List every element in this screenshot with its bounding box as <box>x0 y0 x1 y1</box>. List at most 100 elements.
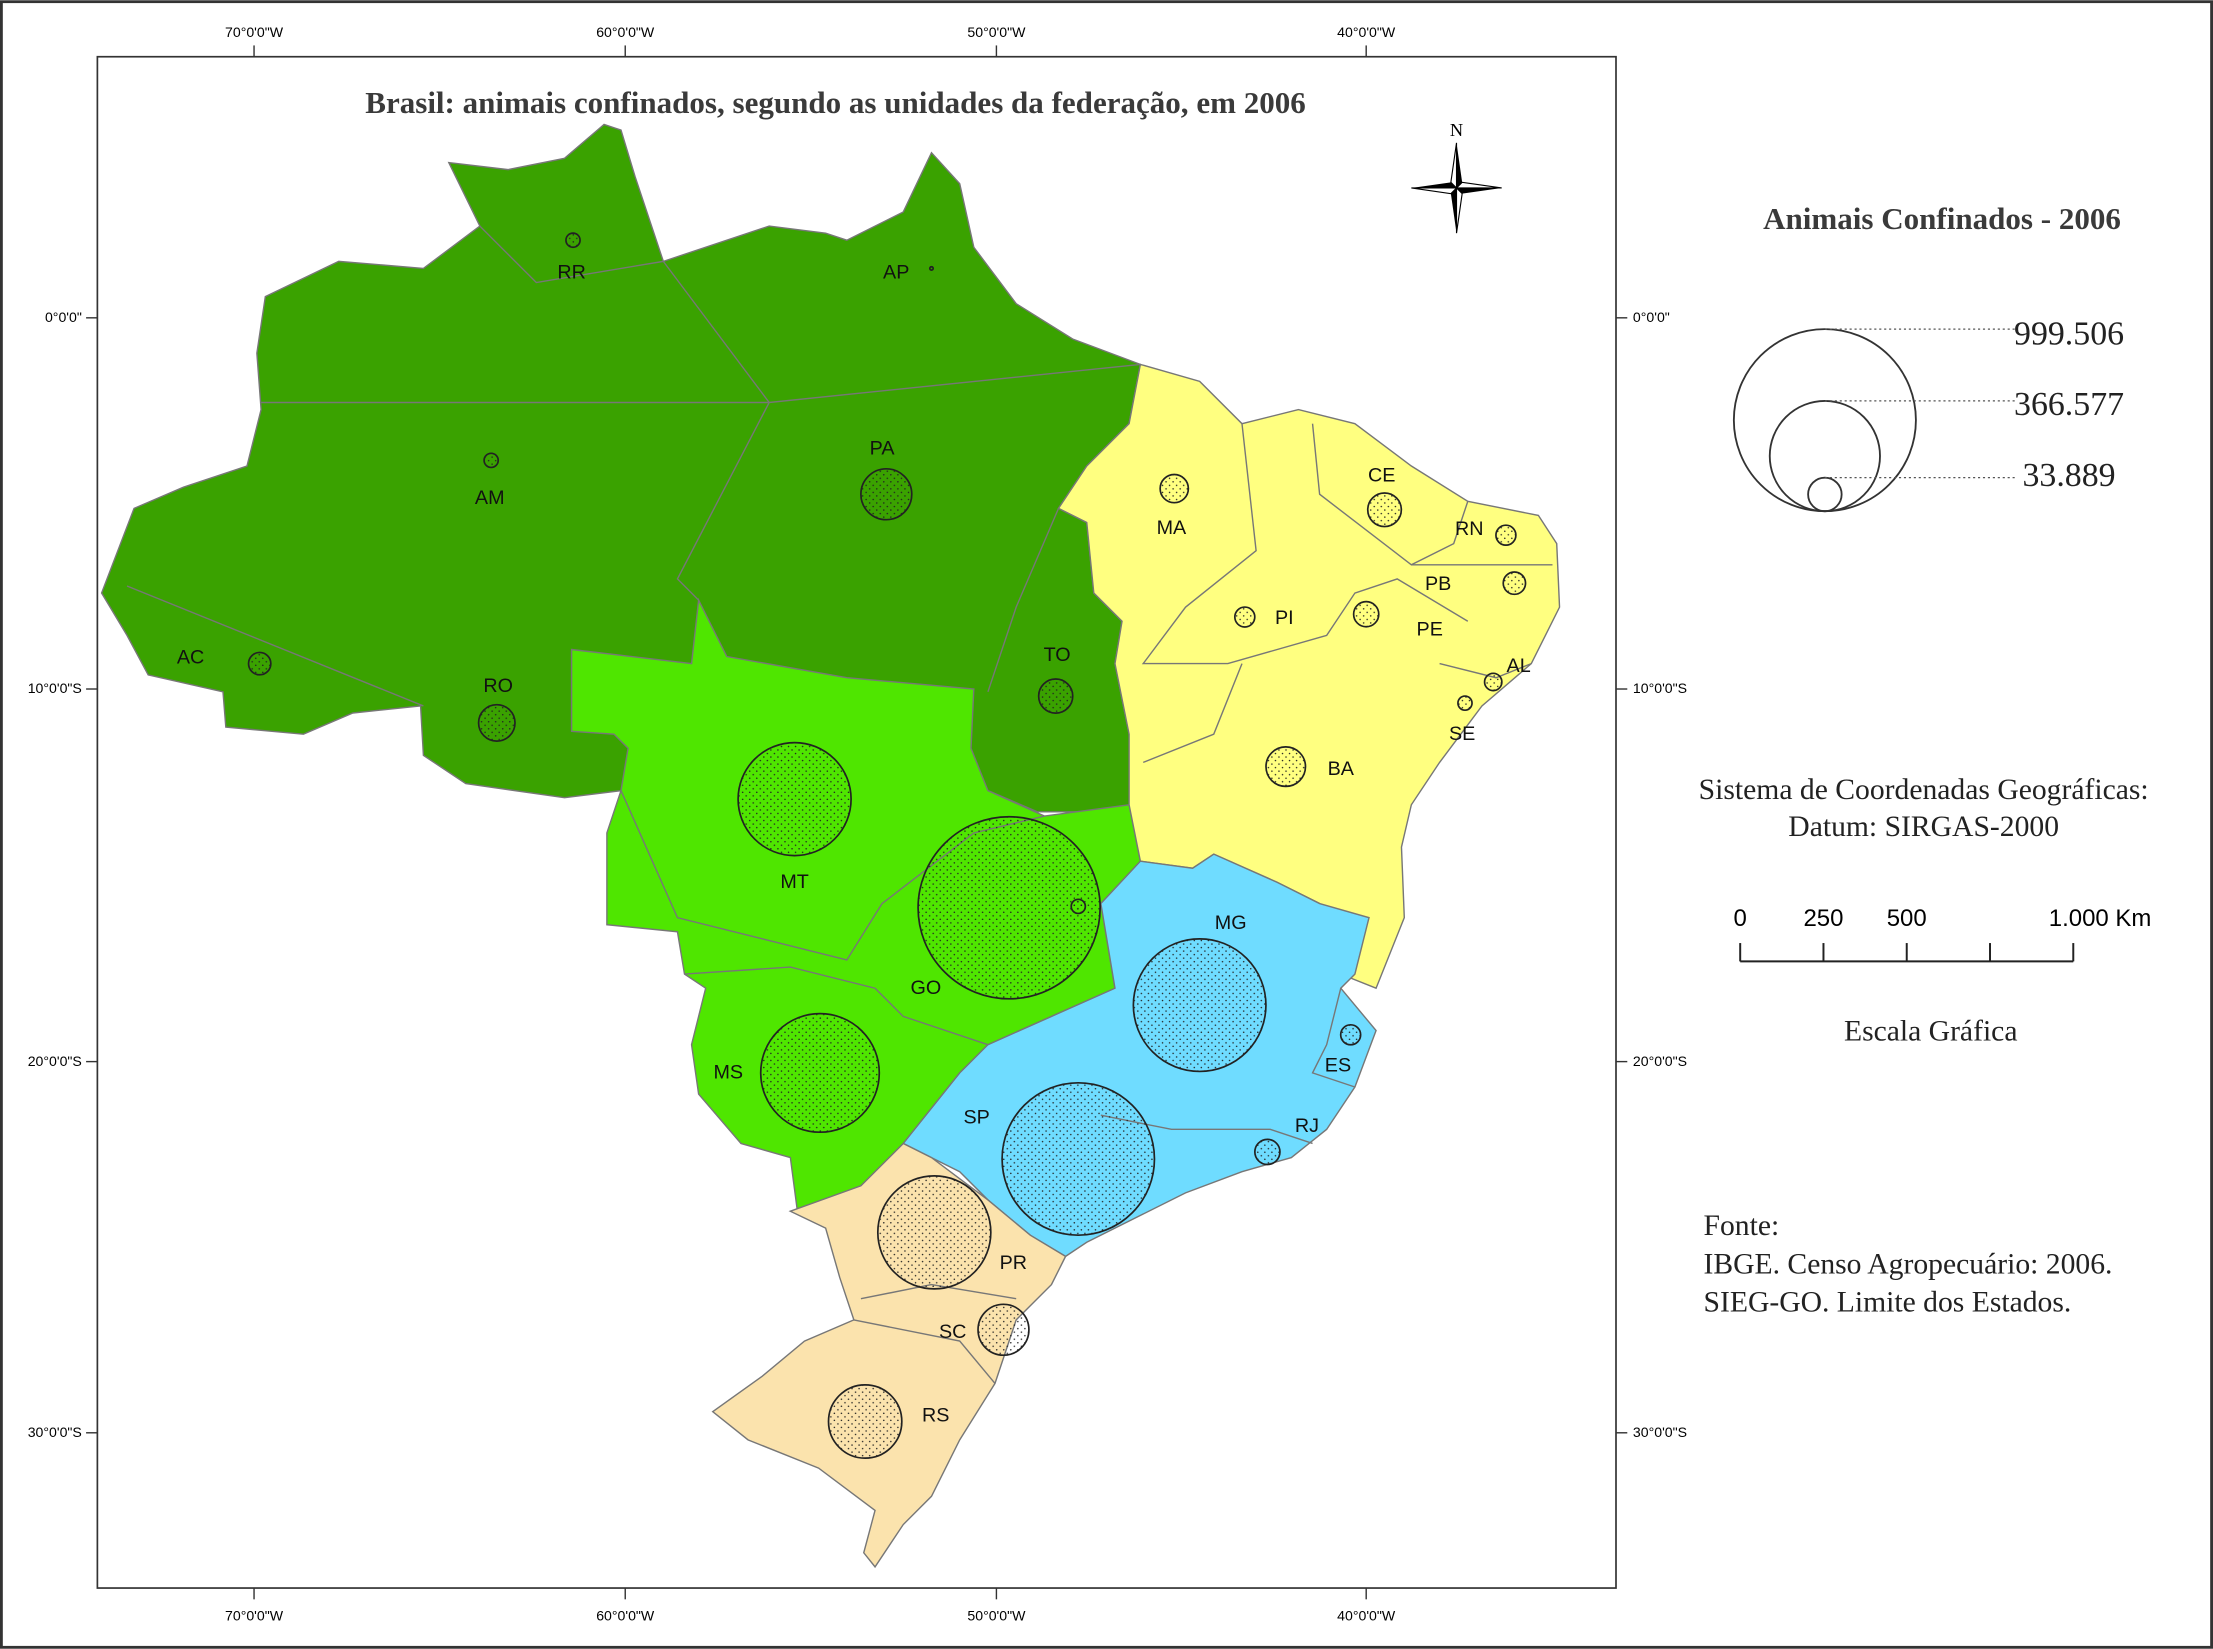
lat-label-left: 30°0'0"S <box>28 1424 82 1440</box>
state-label: PI <box>1275 607 1294 629</box>
state-sp: SP <box>963 1081 1156 1237</box>
state-es: ES <box>1325 1023 1362 1076</box>
lon-label-bottom: 60°0'0"W <box>596 1608 655 1624</box>
scale-bar-line <box>1739 943 2075 963</box>
lon-label-bottom: 50°0'0"W <box>967 1608 1026 1624</box>
state-label: AM <box>475 487 505 509</box>
state-label: ES <box>1325 1054 1351 1076</box>
north-arrow-icon: N <box>1411 120 1502 234</box>
region-north <box>100 123 1142 813</box>
state-go: GO <box>910 815 1101 1000</box>
lon-label-bottom: 70°0'0"W <box>225 1608 284 1624</box>
state-symbol-circle <box>1001 1081 1156 1237</box>
state-pe: PE <box>1352 600 1443 640</box>
state-symbol-circle <box>737 741 852 857</box>
state-rn: RN <box>1455 518 1517 546</box>
state-symbol-circle <box>1132 938 1267 1073</box>
state-symbol-circle <box>247 651 272 676</box>
state-symbol-circle <box>1159 473 1190 504</box>
state-symbol-circle <box>917 815 1101 1000</box>
state-label: AL <box>1507 655 1531 677</box>
state-ac: AC <box>177 647 272 676</box>
state-symbol-circle <box>1457 695 1473 712</box>
state-symbol-circle <box>1495 524 1517 546</box>
source-heading: Fonte: <box>1704 1210 1780 1242</box>
lon-label-top: 40°0'0"W <box>1337 24 1396 40</box>
state-ba: BA <box>1265 746 1355 788</box>
state-mg: MG <box>1132 912 1267 1073</box>
state-symbol-circle <box>977 1303 1030 1357</box>
state-ap: AP <box>883 261 935 283</box>
lat-label-right: 30°0'0"S <box>1633 1424 1687 1440</box>
state-symbol-circle <box>1483 672 1503 692</box>
source-line-1: IBGE. Censo Agropecuário: 2006. <box>1704 1248 2113 1280</box>
state-mt: MT <box>737 741 852 893</box>
lat-label-left: 10°0'0"S <box>28 680 82 696</box>
graticule: 70°0'0"W 70°0'0"W 60°0'0"W 60°0'0"W 50°0'0"W… <box>28 24 1687 1624</box>
state-label: PE <box>1417 618 1443 640</box>
state-ro: RO <box>477 675 516 742</box>
map-title: Brasil: animais confinados, segundo as u… <box>365 85 1306 120</box>
state-symbol-circle <box>483 452 500 469</box>
state-label: TO <box>1044 644 1071 666</box>
lon-label-bottom: 40°0'0"W <box>1337 1608 1396 1624</box>
north-label: N <box>1450 120 1463 140</box>
state-label: RR <box>557 261 586 283</box>
state-label: MS <box>713 1062 743 1084</box>
state-rj: RJ <box>1253 1115 1319 1166</box>
lat-label-right: 0°0'0" <box>1633 309 1670 325</box>
state-to: TO <box>1037 644 1074 714</box>
state-label: RO <box>483 675 513 697</box>
scale-label-500: 500 <box>1887 905 1927 932</box>
state-am: AM <box>475 452 505 509</box>
coord-system-line1: Sistema de Coordenadas Geográficas: <box>1699 774 2149 806</box>
lat-label-right: 20°0'0"S <box>1633 1053 1687 1069</box>
state-borders <box>126 225 1553 1384</box>
state-label: RS <box>922 1405 949 1427</box>
state-symbol-circle <box>1366 492 1403 528</box>
state-label: PA <box>870 438 896 460</box>
lat-label-right: 10°0'0"S <box>1633 680 1687 696</box>
state-al: AL <box>1483 655 1531 692</box>
state-symbol-circle <box>860 467 913 521</box>
state-symbol-circle <box>1339 1023 1362 1046</box>
state-symbol-circle <box>759 1012 881 1134</box>
state-symbol-circle <box>827 1384 903 1459</box>
state-rs: RS <box>827 1384 949 1459</box>
state-pb: PB <box>1425 571 1527 595</box>
coordinate-system: Sistema de Coordenadas Geográficas: Datu… <box>1699 774 2149 843</box>
state-label: SC <box>939 1321 966 1343</box>
state-pi: PI <box>1233 606 1294 629</box>
state-label: MG <box>1215 912 1247 934</box>
state-label: MA <box>1157 517 1187 539</box>
lon-label-top: 60°0'0"W <box>596 24 655 40</box>
source-line-2: SIEG-GO. Limite dos Estados. <box>1704 1286 2072 1318</box>
region-northeast <box>1057 363 1561 990</box>
state-ce: CE <box>1366 465 1403 528</box>
state-symbol-circle <box>1253 1138 1281 1166</box>
state-symbol-circle <box>1070 898 1087 915</box>
state-rr: RR <box>557 232 586 283</box>
state-label: GO <box>910 977 941 999</box>
lon-label-top: 70°0'0"W <box>225 24 284 40</box>
state-label: AP <box>883 261 909 283</box>
scale-bar: 0 250 500 1.000 Km Escala Gráfica <box>1734 905 2152 1047</box>
state-symbol-circle <box>477 703 516 742</box>
state-label: RN <box>1455 518 1484 540</box>
state-symbol-circle <box>1265 746 1307 788</box>
state-label: BA <box>1328 758 1355 780</box>
state-ms: MS <box>713 1012 881 1134</box>
state-symbol-circle <box>1233 606 1256 628</box>
state-symbol-circle <box>1037 678 1074 714</box>
legend-value: 999.506 <box>2014 316 2124 353</box>
scale-label-0: 0 <box>1734 905 1747 932</box>
state-df <box>1070 898 1087 915</box>
state-se: SE <box>1449 695 1475 745</box>
scale-label-250: 250 <box>1803 905 1843 932</box>
state-label: SP <box>963 1107 989 1129</box>
legend-title: Animais Confinados - 2006 <box>1763 201 2121 236</box>
state-symbol-circle <box>876 1175 992 1290</box>
lat-label-left: 0°0'0" <box>45 309 82 325</box>
scale-label-1000: 1.000 Km <box>2049 905 2152 932</box>
